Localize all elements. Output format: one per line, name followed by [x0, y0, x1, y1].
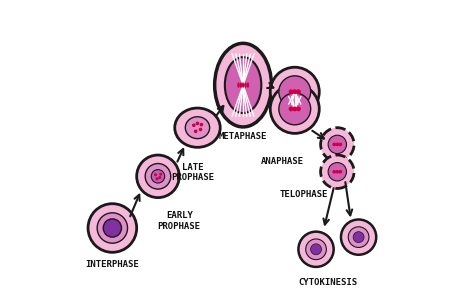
Circle shape [137, 155, 179, 198]
Circle shape [279, 93, 310, 125]
Ellipse shape [237, 82, 240, 88]
Text: ANAPHASE: ANAPHASE [261, 157, 304, 166]
Circle shape [196, 122, 199, 125]
Circle shape [155, 177, 159, 180]
Circle shape [328, 135, 346, 154]
Circle shape [194, 130, 198, 133]
Ellipse shape [185, 117, 210, 139]
Circle shape [200, 123, 203, 126]
Circle shape [97, 213, 128, 243]
Ellipse shape [215, 43, 272, 127]
Circle shape [306, 239, 327, 260]
Text: LATE
PROPHASE: LATE PROPHASE [172, 163, 214, 182]
Circle shape [332, 143, 336, 146]
Circle shape [336, 143, 339, 146]
Circle shape [320, 155, 354, 188]
Circle shape [296, 106, 301, 111]
Text: METAPHASE: METAPHASE [219, 132, 267, 141]
Circle shape [289, 89, 293, 94]
Circle shape [336, 170, 339, 174]
Text: EARLY
PROPHASE: EARLY PROPHASE [158, 211, 201, 231]
Text: TELOPHASE: TELOPHASE [280, 190, 328, 199]
Ellipse shape [240, 82, 242, 88]
Circle shape [289, 106, 293, 111]
Ellipse shape [244, 82, 247, 88]
Circle shape [151, 170, 164, 183]
Circle shape [299, 232, 334, 267]
Ellipse shape [175, 108, 220, 147]
Circle shape [192, 123, 196, 127]
Circle shape [159, 173, 162, 176]
Circle shape [353, 232, 364, 243]
Circle shape [279, 76, 310, 108]
Ellipse shape [225, 57, 261, 113]
Circle shape [199, 128, 202, 131]
Circle shape [348, 227, 369, 247]
Circle shape [154, 173, 157, 176]
Circle shape [88, 204, 137, 252]
Circle shape [341, 219, 376, 255]
Circle shape [296, 89, 301, 94]
Circle shape [145, 164, 171, 189]
Circle shape [338, 170, 342, 174]
Circle shape [158, 176, 161, 179]
Text: INTERPHASE: INTERPHASE [85, 260, 139, 269]
Circle shape [338, 143, 342, 146]
Circle shape [328, 163, 346, 181]
Circle shape [292, 89, 297, 94]
Circle shape [320, 128, 354, 161]
Ellipse shape [247, 82, 249, 88]
Ellipse shape [242, 82, 244, 88]
Circle shape [103, 219, 121, 237]
Text: CYTOKINESIS: CYTOKINESIS [299, 278, 358, 287]
Circle shape [310, 244, 321, 255]
Circle shape [332, 170, 336, 174]
Circle shape [292, 106, 297, 111]
Circle shape [270, 67, 319, 116]
Circle shape [270, 85, 319, 133]
